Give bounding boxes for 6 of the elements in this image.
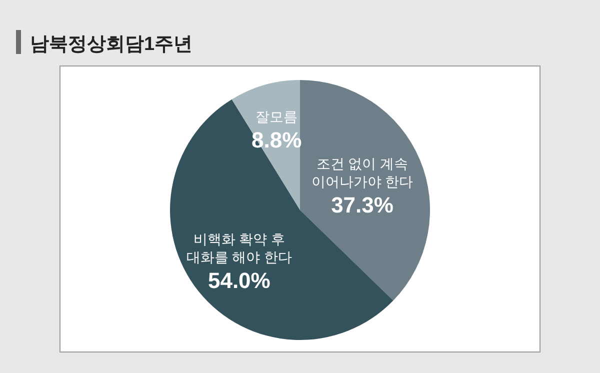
data-label: 37.3% bbox=[331, 192, 394, 218]
data-label: 54.0% bbox=[208, 268, 270, 293]
slice-label: 조건 없이 계속 이어나가야 한다 bbox=[311, 156, 414, 190]
slice-label: 비핵화 확약 후 대화를 해야 한다 bbox=[186, 230, 292, 265]
chart-title: 남북정상회담1주년 bbox=[30, 34, 193, 55]
slice-label: 잘모름 bbox=[256, 108, 298, 124]
